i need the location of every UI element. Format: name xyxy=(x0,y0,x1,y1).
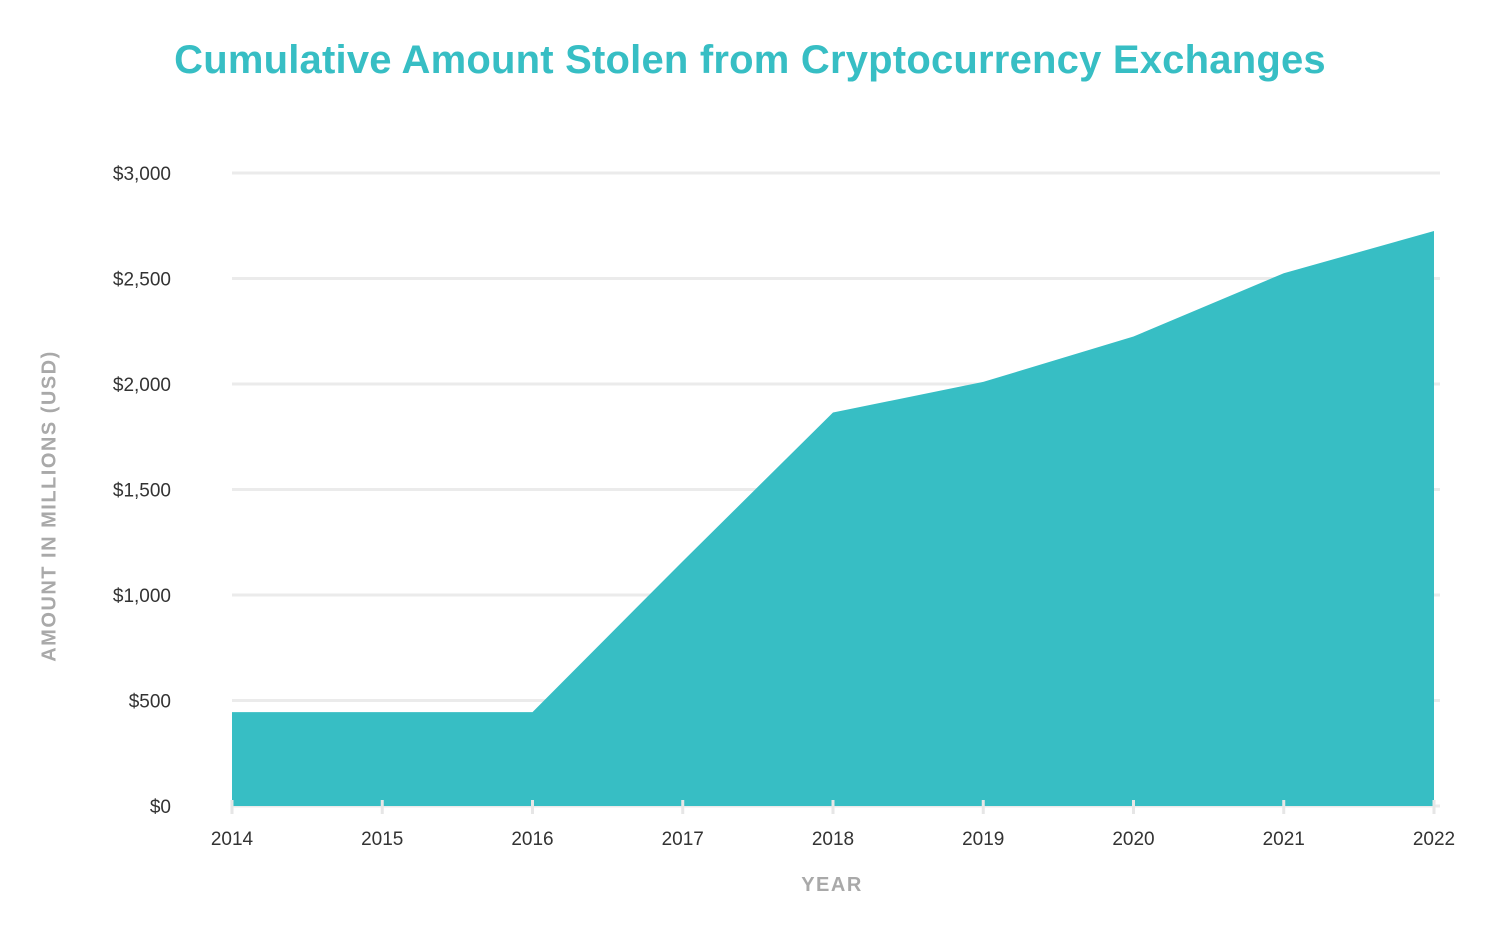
y-tick-label: $2,000 xyxy=(113,375,171,396)
x-tick-label: 2022 xyxy=(1413,829,1455,850)
y-axis-ticks: $0 $500 $1,000 $1,500 $2,000 $2,500 $3,000 xyxy=(113,164,171,818)
area-series xyxy=(232,231,1434,806)
x-tick-label: 2015 xyxy=(361,829,403,850)
y-tick-label: $3,000 xyxy=(113,164,171,185)
y-tick-label: $1,000 xyxy=(113,586,171,607)
x-tick-label: 2021 xyxy=(1263,829,1305,850)
x-axis-ticks: 2014 2015 2016 2017 2018 2019 2020 2021 2022 xyxy=(211,800,1455,850)
x-axis-label: YEAR xyxy=(801,874,863,896)
x-tick-label: 2016 xyxy=(511,829,553,850)
y-tick-label: $0 xyxy=(150,797,171,818)
x-tick-label: 2017 xyxy=(662,829,704,850)
x-tick-label: 2018 xyxy=(812,829,854,850)
y-tick-label: $500 xyxy=(129,692,171,713)
chart-title: Cumulative Amount Stolen from Cryptocurr… xyxy=(174,38,1326,82)
x-tick-label: 2014 xyxy=(211,829,254,850)
x-tick-label: 2020 xyxy=(1112,829,1154,850)
y-tick-label: $1,500 xyxy=(113,481,171,502)
y-tick-label: $2,500 xyxy=(113,270,171,291)
x-tick-label: 2019 xyxy=(962,829,1004,850)
